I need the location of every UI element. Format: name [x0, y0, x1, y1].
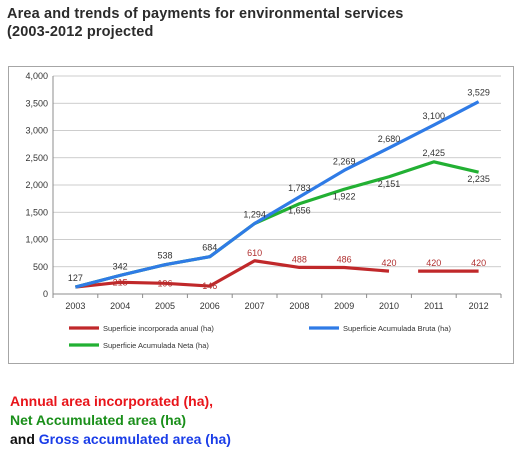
data-label: 2,680: [378, 134, 401, 144]
data-label: 1,922: [333, 191, 356, 201]
series-line-net: [74, 160, 479, 289]
data-label: 2,235: [467, 174, 490, 184]
data-label: 1,656: [288, 206, 311, 216]
chart-title: Area and trends of payments for environm…: [7, 5, 522, 41]
x-tick-label: 2010: [379, 301, 399, 311]
data-label: 420: [381, 258, 396, 268]
y-tick-label: 1,500: [25, 207, 48, 217]
legend-gross-label: Superficie Acumulada Bruta (ha): [343, 324, 451, 333]
axes: 0 500 1,000 1,500 2,000 2,500 3,000 3,500 4,000 2…: [25, 71, 502, 311]
data-label: 2,269: [333, 156, 356, 166]
y-tick-label: 2,000: [25, 180, 48, 190]
caption: Annual area incorporated (ha), Net Accum…: [10, 392, 231, 449]
data-label: 3,100: [423, 111, 446, 121]
legend: Superficie incorporada anual (ha) Superfi…: [69, 324, 451, 350]
y-tick-label: 4,000: [25, 71, 48, 81]
x-tick-label: 2006: [200, 301, 220, 311]
data-label: 1,783: [288, 183, 311, 193]
x-tick-label: 2009: [334, 301, 354, 311]
x-tick-label: 2011: [424, 301, 443, 311]
series-line-annual: [75, 259, 390, 289]
title-line-2: (2003-2012 projected: [7, 24, 154, 40]
data-label: 2,425: [423, 148, 446, 158]
data-label: 1,294: [243, 209, 266, 219]
caption-annual: Annual area incorporated (ha),: [10, 393, 214, 409]
series-lines: [74, 100, 480, 289]
caption-net: Net Accumulated area (ha): [10, 412, 187, 428]
x-tick-label: 2003: [65, 301, 85, 311]
caption-gross: and Gross accumulated area (ha): [10, 430, 231, 449]
y-tick-label: 2,500: [25, 153, 48, 163]
data-label: 2,151: [378, 179, 401, 189]
caption-gross-prefix: and: [10, 431, 39, 447]
data-label: 420: [471, 258, 486, 268]
data-label: 3,529: [467, 88, 490, 98]
legend-net-label: Superficie Acumulada Neta (ha): [103, 341, 209, 350]
x-tick-label: 2004: [110, 301, 130, 311]
y-tick-label: 3,500: [25, 98, 48, 108]
y-tick-label: 3,000: [25, 126, 48, 136]
x-tick-label: 2005: [155, 301, 175, 311]
title-line-1: Area and trends of payments for environm…: [7, 6, 404, 22]
x-tick-label: 2007: [245, 301, 265, 311]
line-chart: 0 500 1,000 1,500 2,000 2,500 3,000 3,500 4,000 2…: [25, 71, 502, 350]
y-tick-label: 0: [43, 289, 48, 299]
caption-gross-highlight: Gross accumulated area (ha): [38, 431, 231, 447]
x-tick-label: 2012: [469, 301, 489, 311]
data-label: 610: [247, 248, 262, 258]
data-label: 146: [202, 281, 217, 291]
grid-lines: [53, 75, 501, 268]
series-line-gross: [74, 100, 480, 289]
data-label: 488: [292, 254, 307, 264]
y-tick-label: 500: [33, 262, 48, 272]
data-label: 342: [113, 261, 128, 271]
data-label: 215: [113, 277, 128, 287]
chart-frame: 0 500 1,000 1,500 2,000 2,500 3,000 3,500 4,000 2…: [8, 66, 514, 364]
legend-annual-label: Superficie incorporada anual (ha): [103, 324, 214, 333]
data-labels: 1,783 2,269 2,680 3,100 3,529 127 342 538 684 1,2…: [68, 88, 490, 291]
data-label: 127: [68, 273, 83, 283]
data-label: 196: [157, 278, 172, 288]
data-label: 486: [337, 255, 352, 265]
x-tick-label: 2008: [289, 301, 309, 311]
data-label: 420: [426, 258, 441, 268]
data-label: 684: [202, 243, 217, 253]
data-label: 538: [157, 251, 172, 261]
y-tick-label: 1,000: [25, 235, 48, 245]
